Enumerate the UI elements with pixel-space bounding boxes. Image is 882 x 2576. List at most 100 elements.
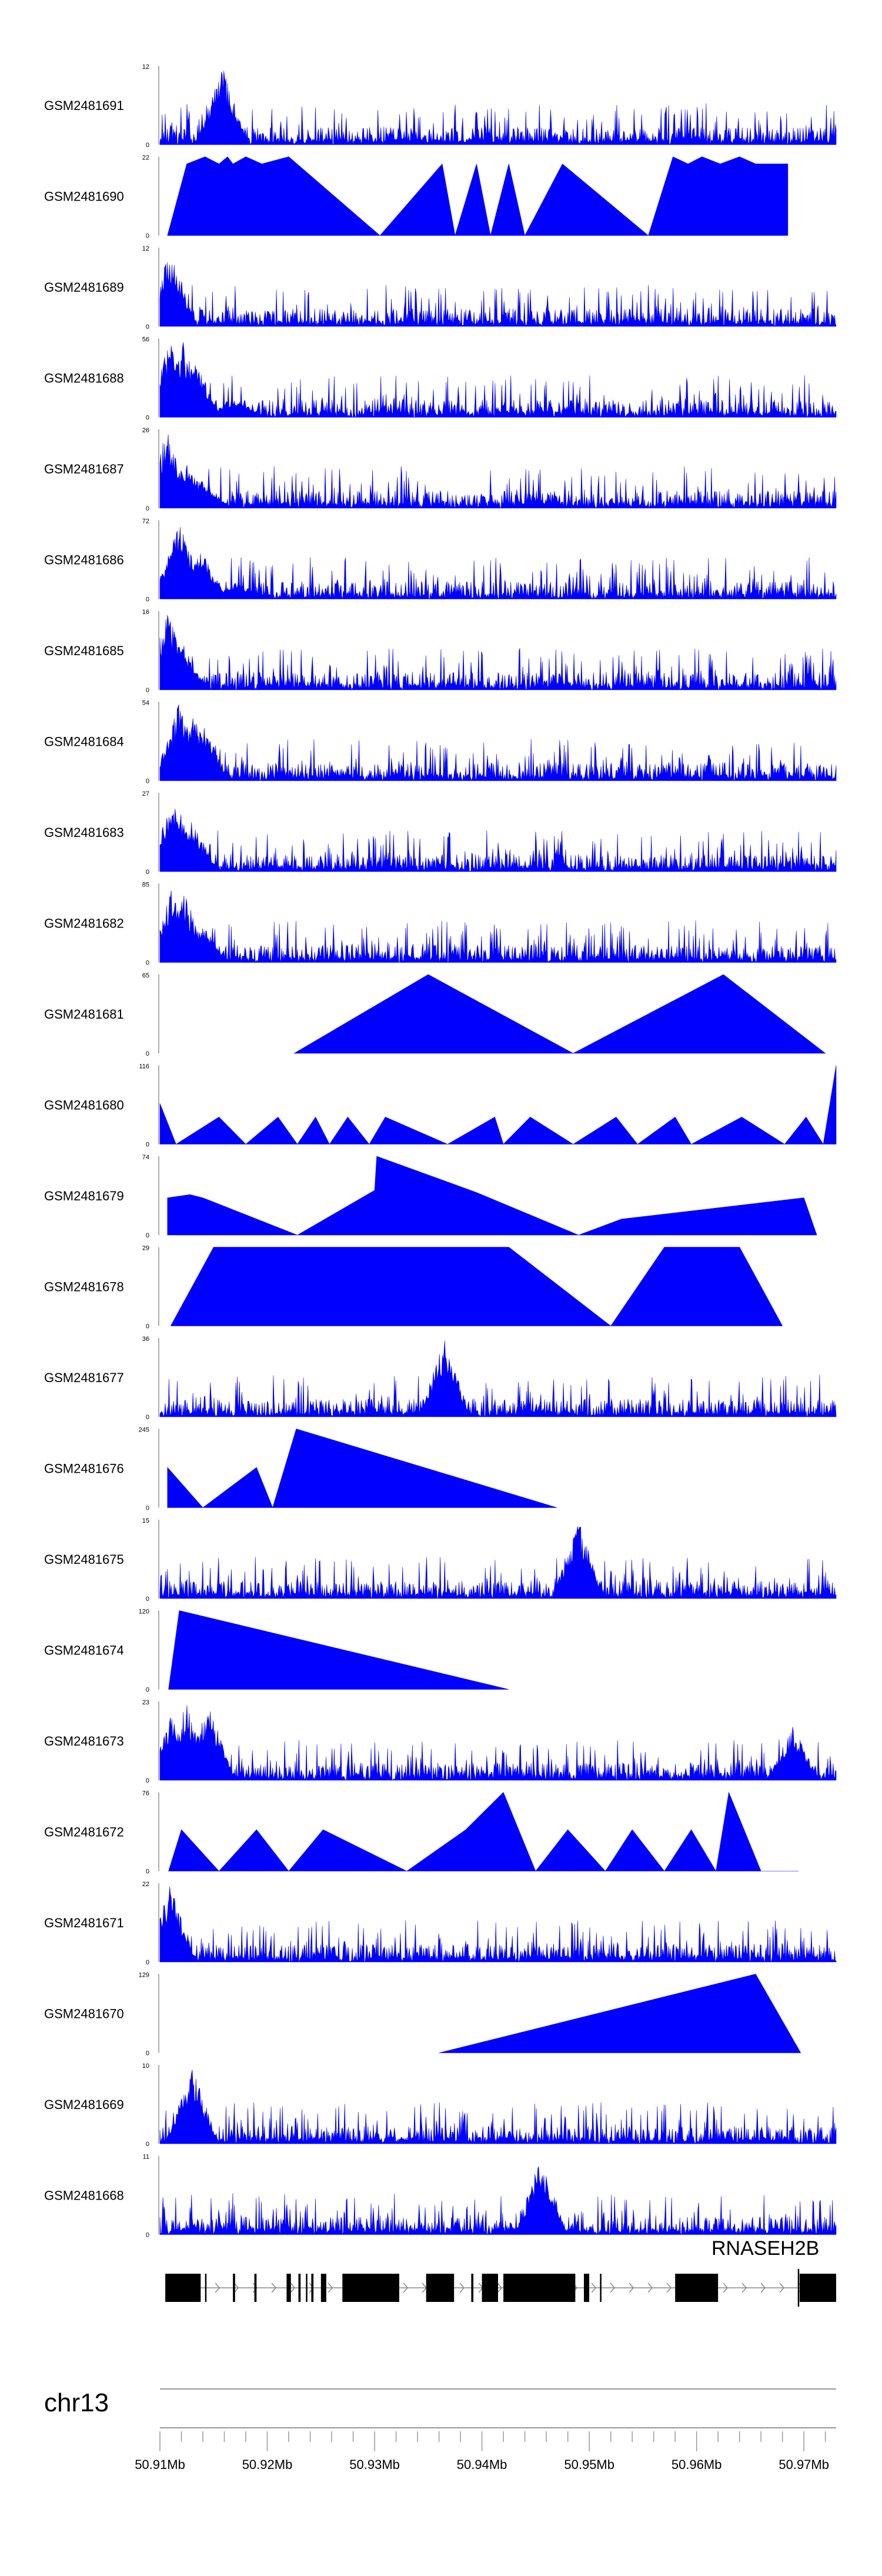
track-gsm2481671: GSM2481671 22 0: [44, 1881, 837, 1966]
y-max-label-gsm2481681: 65: [142, 972, 149, 979]
track-gsm2481670: GSM2481670 129 0: [44, 1972, 801, 2057]
coverage-area-gsm2481686: [159, 527, 837, 600]
track-label-gsm2481676: GSM2481676: [44, 1461, 124, 1476]
y-zero-label-gsm2481691: 0: [146, 142, 149, 149]
y-max-label-gsm2481689: 12: [142, 245, 149, 252]
y-max-label-gsm2481683: 27: [142, 790, 149, 798]
gene-strand-arrow: [779, 2283, 785, 2293]
y-max-label-gsm2481675: 15: [142, 1517, 149, 1524]
track-label-gsm2481668: GSM2481668: [44, 2188, 124, 2203]
coverage-area-gsm2481683: [159, 809, 837, 872]
coverage-area-gsm2481691: [159, 71, 837, 145]
track-gsm2481672: GSM2481672 76 0: [44, 1790, 799, 1876]
genome-axis: 50.91Mb 50.92Mb 50.93Mb 50.94Mb 50.95Mb 50.96…: [135, 2427, 836, 2472]
track-gsm2481674: GSM2481674 120 0: [44, 1609, 509, 1694]
coverage-area-gsm2481689: [159, 262, 837, 327]
y-max-label-gsm2481682: 85: [142, 882, 149, 889]
coverage-area-gsm2481688: [159, 342, 837, 418]
gene-exon: [426, 2274, 455, 2302]
coverage-area-gsm2481684: [159, 705, 837, 782]
gene-strand-arrow: [741, 2283, 747, 2293]
track-label-gsm2481677: GSM2481677: [44, 1370, 124, 1385]
track-gsm2481675: GSM2481675 15 0: [44, 1517, 837, 1603]
chromosome-track: chr13: [44, 2388, 836, 2417]
gene-exon: [165, 2274, 201, 2302]
track-label-gsm2481691: GSM2481691: [44, 98, 124, 113]
coverage-area-gsm2481679: [167, 1156, 817, 1236]
gene-strand-arrow: [403, 2283, 409, 2293]
track-label-gsm2481670: GSM2481670: [44, 2007, 124, 2021]
gene-name-label: RNASEH2B: [711, 2237, 819, 2260]
gene-exon: [306, 2274, 308, 2302]
y-max-label-gsm2481670: 129: [139, 1972, 149, 1979]
track-gsm2481677: GSM2481677 36 0: [44, 1336, 837, 1421]
y-zero-label-gsm2481676: 0: [146, 1505, 149, 1512]
track-gsm2481681: GSM2481681 65 0: [44, 972, 826, 1057]
y-max-label-gsm2481690: 22: [142, 155, 149, 162]
track-gsm2481680: GSM2481680 116 0: [44, 1063, 837, 1149]
y-zero-label-gsm2481672: 0: [146, 1868, 149, 1876]
y-max-label-gsm2481684: 54: [142, 700, 149, 707]
y-max-label-gsm2481669: 10: [142, 2063, 149, 2070]
axis-tick-label: 50.96Mb: [671, 2457, 722, 2472]
y-max-label-gsm2481677: 36: [142, 1336, 149, 1343]
y-max-label-gsm2481674: 120: [139, 1609, 149, 1616]
coverage-area-gsm2481671: [159, 1886, 837, 1963]
y-zero-label-gsm2481683: 0: [146, 869, 149, 876]
track-gsm2481684: GSM2481684 54 0: [44, 700, 837, 785]
gene-strand-arrow: [252, 2283, 258, 2293]
track-gsm2481690: GSM2481690 22 0: [44, 155, 789, 240]
y-max-label-gsm2481688: 56: [142, 336, 149, 343]
y-max-label-gsm2481691: 12: [142, 64, 149, 71]
gene-exon: [675, 2274, 719, 2302]
track-label-gsm2481682: GSM2481682: [44, 916, 124, 931]
y-zero-label-gsm2481689: 0: [146, 323, 149, 331]
y-zero-label-gsm2481668: 0: [146, 2232, 149, 2239]
y-zero-label-gsm2481690: 0: [146, 233, 149, 240]
y-max-label-gsm2481671: 22: [142, 1881, 149, 1888]
track-label-gsm2481685: GSM2481685: [44, 643, 124, 658]
gene-exon: [320, 2274, 326, 2302]
coverage-area-gsm2481670: [439, 1974, 801, 2053]
y-max-label-gsm2481680: 116: [139, 1063, 149, 1070]
track-gsm2481669: GSM2481669 10 0: [44, 2063, 837, 2148]
y-zero-label-gsm2481680: 0: [146, 1142, 149, 1149]
axis-tick-label: 50.97Mb: [779, 2457, 829, 2472]
track-gsm2481668: GSM2481668 11 0: [44, 2154, 837, 2239]
y-max-label-gsm2481685: 16: [142, 609, 149, 616]
track-gsm2481685: GSM2481685 16 0: [44, 609, 837, 694]
y-zero-label-gsm2481679: 0: [146, 1232, 149, 1239]
track-label-gsm2481669: GSM2481669: [44, 2097, 124, 2112]
track-label-gsm2481680: GSM2481680: [44, 1098, 124, 1113]
coverage-area-gsm2481680: [159, 1065, 837, 1145]
track-gsm2481691: GSM2481691 12 0: [44, 64, 837, 149]
track-label-gsm2481672: GSM2481672: [44, 1825, 124, 1840]
coverage-area-gsm2481676: [167, 1429, 557, 1509]
y-zero-label-gsm2481674: 0: [146, 1687, 149, 1694]
axis-tick-label: 50.92Mb: [242, 2457, 293, 2472]
track-gsm2481687: GSM2481687 26 0: [44, 427, 837, 512]
y-zero-label-gsm2481685: 0: [146, 687, 149, 694]
gene-strand-arrow: [629, 2283, 634, 2293]
y-zero-label-gsm2481688: 0: [146, 415, 149, 422]
coverage-area-gsm2481681: [293, 974, 826, 1054]
y-zero-label-gsm2481670: 0: [146, 2050, 149, 2057]
y-zero-label-gsm2481681: 0: [146, 1050, 149, 1057]
track-label-gsm2481671: GSM2481671: [44, 1916, 124, 1930]
y-zero-label-gsm2481675: 0: [146, 1596, 149, 1603]
track-label-gsm2481679: GSM2481679: [44, 1189, 124, 1203]
gene-exon: [286, 2274, 291, 2302]
gene-strand-arrow: [610, 2283, 616, 2293]
track-gsm2481679: GSM2481679 74 0: [44, 1154, 817, 1239]
gene-exon: [471, 2274, 474, 2302]
track-gsm2481686: GSM2481686 72 0: [44, 518, 837, 603]
track-gsm2481689: GSM2481689 12 0: [44, 245, 837, 331]
y-zero-label-gsm2481669: 0: [146, 2141, 149, 2148]
axis-tick-label: 50.95Mb: [564, 2457, 614, 2472]
gene-exon: [254, 2274, 257, 2302]
gene-strand-arrow: [591, 2283, 597, 2293]
gene-strand-arrow: [328, 2283, 333, 2293]
coverage-area-gsm2481682: [159, 890, 837, 963]
y-max-label-gsm2481673: 23: [142, 1699, 149, 1706]
